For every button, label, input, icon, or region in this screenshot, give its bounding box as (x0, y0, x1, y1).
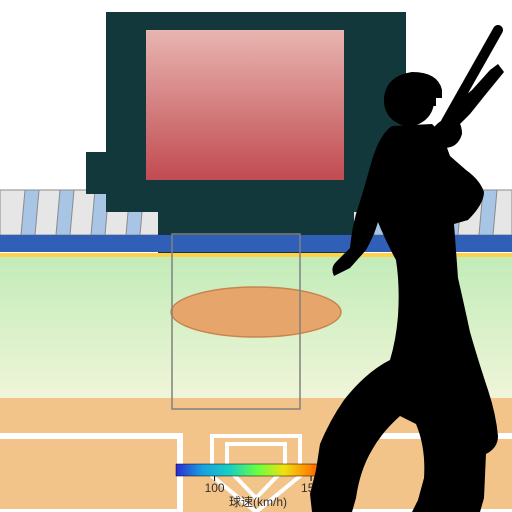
scale-label: 球速(km/h) (229, 495, 287, 509)
svg-text:100: 100 (205, 481, 225, 495)
chart-canvas: 100150 球速(km/h) (0, 0, 512, 512)
pitchers-mound (171, 287, 341, 337)
